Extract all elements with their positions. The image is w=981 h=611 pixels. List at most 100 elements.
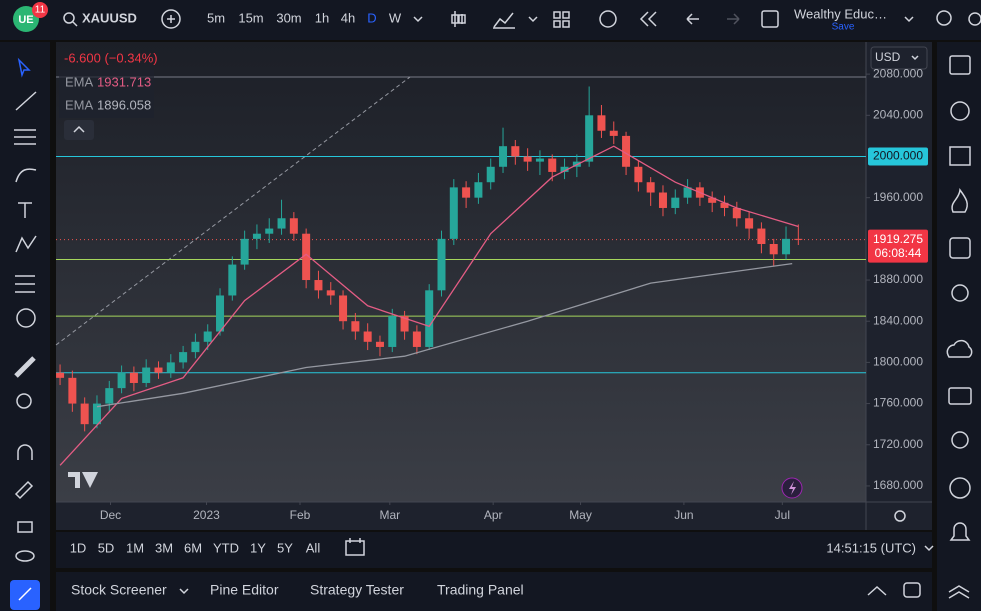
- link-icon: [18, 587, 32, 601]
- symbol[interactable]: XAUUSD: [82, 10, 137, 25]
- range-button[interactable]: 1D: [70, 540, 87, 555]
- interval-button[interactable]: 4h: [341, 10, 355, 25]
- panel-tab[interactable]: Strategy Tester: [310, 582, 404, 598]
- hotlists-button[interactable]: [951, 188, 968, 213]
- panel-tab[interactable]: Stock Screener: [71, 582, 167, 598]
- clock[interactable]: 14:51:15 (UTC): [826, 540, 916, 555]
- candle-body: [240, 238, 249, 265]
- replay-button[interactable]: [639, 11, 657, 27]
- prediction-tool[interactable]: [15, 275, 35, 293]
- x-tick-label: Apr: [484, 508, 503, 522]
- interval-button[interactable]: 30m: [276, 10, 301, 25]
- candle-body: [671, 197, 680, 208]
- notifications-button[interactable]: [949, 522, 971, 541]
- tradingview-logo: [68, 472, 98, 488]
- candle-body: [523, 156, 532, 162]
- zoom-tool[interactable]: [16, 393, 32, 409]
- search-icon[interactable]: [63, 12, 75, 24]
- data-window-button[interactable]: [949, 146, 971, 166]
- candle-body: [400, 316, 409, 332]
- alert-button[interactable]: [599, 10, 617, 28]
- visibility-tool[interactable]: [15, 550, 35, 562]
- measure-tool[interactable]: [14, 356, 36, 378]
- indicator-name: EMA: [65, 74, 94, 89]
- range-button[interactable]: 5Y: [277, 540, 293, 555]
- candle-body: [203, 331, 212, 342]
- panel-restore[interactable]: [903, 582, 921, 598]
- panel-tab[interactable]: Pine Editor: [210, 582, 279, 598]
- range-button[interactable]: All: [306, 540, 321, 555]
- maximize-panel[interactable]: [867, 585, 887, 596]
- drawing-mode[interactable]: [14, 480, 34, 500]
- timezone-dropdown[interactable]: [924, 545, 934, 552]
- pattern-tool[interactable]: [15, 235, 37, 253]
- ideas-button[interactable]: [951, 284, 969, 302]
- streams-button[interactable]: [951, 431, 969, 449]
- cursor-tool[interactable]: [17, 57, 31, 78]
- fib-tool[interactable]: [14, 129, 36, 145]
- legend-collapse[interactable]: [64, 120, 94, 140]
- text-tool[interactable]: [18, 202, 32, 218]
- candle-body: [622, 135, 631, 167]
- candle-body: [425, 290, 434, 347]
- x-tick-label: Feb: [290, 508, 311, 522]
- interval-button[interactable]: 15m: [238, 10, 263, 25]
- chats-button[interactable]: [948, 387, 972, 405]
- save-status[interactable]: Save: [832, 22, 855, 33]
- currency[interactable]: USD: [875, 50, 901, 64]
- time-scale: [56, 502, 932, 530]
- collapse-button[interactable]: [948, 585, 970, 599]
- badge-count: 11: [35, 5, 46, 16]
- x-tick-label: Jun: [674, 508, 693, 522]
- magnet-tool[interactable]: [17, 444, 33, 460]
- range-button[interactable]: 6M: [184, 540, 202, 555]
- watchlist-button[interactable]: [949, 55, 971, 75]
- screener-dropdown[interactable]: [179, 588, 189, 595]
- compare-button[interactable]: [161, 9, 181, 29]
- range-button[interactable]: 5D: [98, 540, 115, 555]
- indicators-button[interactable]: [493, 12, 515, 29]
- range-button[interactable]: 1Y: [250, 540, 266, 555]
- layout-name[interactable]: Wealthy Educ…: [794, 6, 887, 21]
- currency-box[interactable]: [870, 46, 928, 70]
- candle-body: [462, 187, 471, 198]
- y-tick-label: 1680.000: [873, 478, 923, 492]
- trendline-tool[interactable]: [15, 91, 37, 111]
- icon-tool[interactable]: [16, 308, 36, 328]
- interval-button[interactable]: D: [367, 10, 376, 25]
- candle-body: [732, 207, 741, 219]
- candle-body: [129, 372, 138, 383]
- range-button[interactable]: 1M: [126, 540, 144, 555]
- interval-button[interactable]: 5m: [207, 10, 225, 25]
- templates-button[interactable]: [553, 11, 570, 28]
- news-button[interactable]: [946, 339, 973, 358]
- settings-button[interactable]: [968, 12, 981, 26]
- layout-button[interactable]: [761, 10, 779, 28]
- y-tick-label: 1720.000: [873, 437, 923, 451]
- candle-body: [720, 202, 729, 208]
- chart-type-button[interactable]: [451, 11, 466, 27]
- interval-dropdown[interactable]: [413, 16, 423, 23]
- undo-button[interactable]: [686, 13, 699, 25]
- quick-search[interactable]: [936, 10, 952, 26]
- range-button[interactable]: 3M: [155, 540, 173, 555]
- date-range-button[interactable]: [345, 538, 365, 556]
- pine-button[interactable]: [949, 477, 971, 499]
- indicators-dropdown[interactable]: [528, 16, 538, 23]
- scale-settings[interactable]: [894, 510, 906, 522]
- alerts-button[interactable]: [950, 101, 970, 121]
- indicator-value: 1931.713: [97, 74, 151, 89]
- interval-button[interactable]: 1h: [315, 10, 329, 25]
- range-button[interactable]: YTD: [213, 540, 239, 555]
- avatar-initials: UE: [18, 14, 33, 26]
- calendar-button[interactable]: [949, 237, 971, 259]
- panel-tab[interactable]: Trading Panel: [437, 582, 524, 598]
- candle-body: [142, 367, 151, 383]
- ema-line: [59, 145, 799, 466]
- lock-tool[interactable]: [17, 521, 33, 533]
- right-sidebar: [937, 42, 981, 611]
- layout-dropdown[interactable]: [904, 16, 914, 23]
- interval-button[interactable]: W: [389, 10, 402, 25]
- brush-tool[interactable]: [15, 168, 37, 183]
